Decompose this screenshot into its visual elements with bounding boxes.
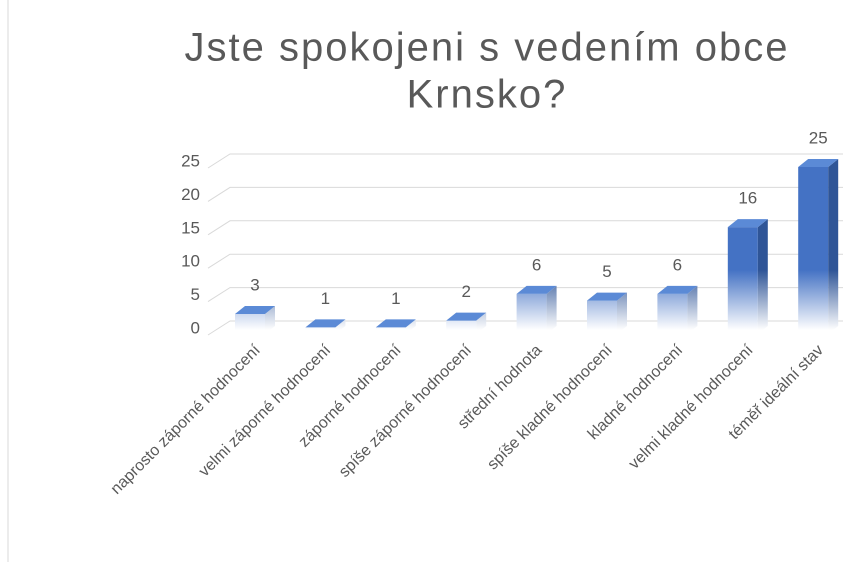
bar-front [516,293,547,334]
bar-front [727,227,758,334]
y-tick-label: 10 [181,252,200,271]
value-label: 5 [602,262,611,281]
value-label: 16 [738,189,757,208]
bar-side [757,219,768,334]
bar-top [305,319,346,328]
bar-top [375,319,416,328]
y-tick-label: 5 [191,285,200,304]
bar-top [657,285,698,294]
grid-line [207,220,843,236]
value-label: 1 [321,289,330,308]
value-label: 3 [250,275,259,294]
bar-top [516,285,557,294]
bar-front [657,293,688,334]
value-label: 1 [391,289,400,308]
y-tick-label: 25 [181,151,200,170]
bar-front [798,167,829,334]
grid-line [207,320,843,336]
grid-line [207,186,843,202]
value-label: 25 [809,128,828,147]
value-label: 6 [673,255,682,274]
value-label: 2 [461,282,470,301]
bar-front [305,327,336,334]
x-tick-label: spíše záporné hodnocení [336,341,475,480]
grid-line [207,253,843,269]
y-tick-label: 20 [181,185,200,204]
x-tick-label: naprosto záporné hodnocení [108,341,264,497]
chart-title: Jste spokojeni s vedením obce [185,26,790,70]
bar-side [617,292,627,334]
bar-side [828,159,839,334]
bar-front [235,313,265,334]
bar-front [375,327,406,334]
bar-side [265,305,275,334]
y-tick-label: 15 [181,218,200,237]
x-tick-label: spíše kladné hodnocení [484,341,616,473]
bar-front [446,320,477,334]
x-tick-label: velmi záporné hodnocení [196,341,335,480]
bar-top [727,219,768,228]
bar-side [687,285,698,334]
chart-title: Krnsko? [407,73,568,117]
grid-line [207,153,843,169]
bar-side [476,312,487,334]
bar-front [587,300,617,334]
bar-top [587,292,627,301]
bar-side [546,285,557,334]
x-tick-label: velmi kladné hodnocení [626,341,757,472]
value-label: 6 [532,255,541,274]
bar-top [235,305,275,314]
bar-top [446,312,487,321]
grid-line [207,287,843,303]
bar-side [335,319,346,334]
bar-top [798,159,839,167]
bar-side [405,319,416,334]
y-tick-label: 0 [191,318,200,337]
